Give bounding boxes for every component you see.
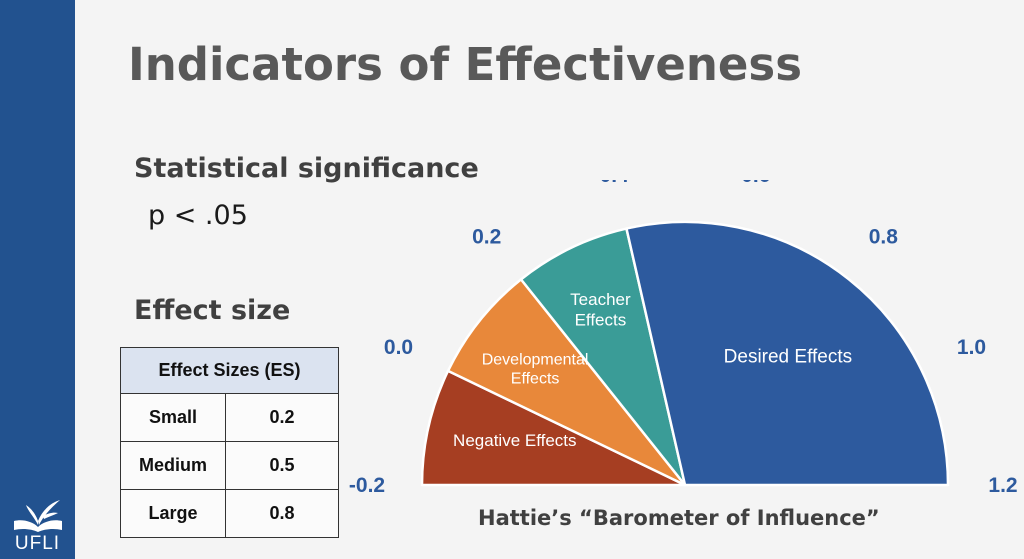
- tick-label-2: 0.2: [472, 225, 501, 248]
- open-book-icon: [13, 500, 62, 532]
- tick-label-7: 1.2: [988, 474, 1017, 497]
- effect-size-table: Effect Sizes (ES) Small 0.2 Medium 0.5 L…: [120, 347, 339, 538]
- logo-text: UFLI: [14, 533, 61, 554]
- table-header-row: Effect Sizes (ES): [120, 347, 339, 394]
- tick-label-4: 0.6: [741, 180, 770, 187]
- ufli-logo: UFLI: [0, 497, 75, 555]
- row-value-large: 0.8: [225, 489, 339, 538]
- tick-label-6: 1.0: [957, 336, 986, 359]
- gauge-zone-1: [446, 278, 687, 487]
- gauge-zone-0: [420, 369, 687, 487]
- slide-title: Indicators of Effectiveness: [128, 38, 802, 91]
- barometer-chart: Negative EffectsDevelopmentalEffectsTeac…: [349, 180, 1018, 497]
- table-row: Large 0.8: [120, 489, 339, 538]
- zone-label-1: Developmental: [482, 351, 589, 368]
- significance-heading: Statistical significance: [134, 153, 479, 184]
- effect-size-heading: Effect size: [134, 295, 291, 326]
- tick-label-3: 0.4: [600, 180, 630, 187]
- tick-label-1: 0.0: [384, 336, 413, 359]
- row-label-large: Large: [120, 489, 226, 538]
- row-label-medium: Medium: [120, 441, 226, 490]
- zone-label-0: Negative Effects: [453, 431, 576, 450]
- p-value-text: p < .05: [148, 200, 248, 231]
- tick-label-0: -0.2: [349, 474, 385, 497]
- zone-label-2: Teacher: [570, 290, 631, 309]
- row-value-medium: 0.5: [225, 441, 339, 490]
- row-label-small: Small: [120, 393, 226, 442]
- chart-caption: Hattie’s “Barometer of Influence”: [478, 506, 880, 530]
- table-header: Effect Sizes (ES): [120, 347, 339, 394]
- table-row: Small 0.2: [120, 393, 339, 442]
- zone-label-2: Effects: [575, 310, 627, 329]
- zone-label-1: Effects: [511, 370, 560, 387]
- sidebar-band: UFLI: [0, 0, 75, 559]
- gauge-zone-3: [625, 220, 950, 487]
- table-row: Medium 0.5: [120, 441, 339, 490]
- zone-label-3: Desired Effects: [724, 347, 852, 368]
- row-value-small: 0.2: [225, 393, 339, 442]
- gauge-zone-2: [519, 227, 687, 487]
- tick-label-5: 0.8: [869, 225, 899, 248]
